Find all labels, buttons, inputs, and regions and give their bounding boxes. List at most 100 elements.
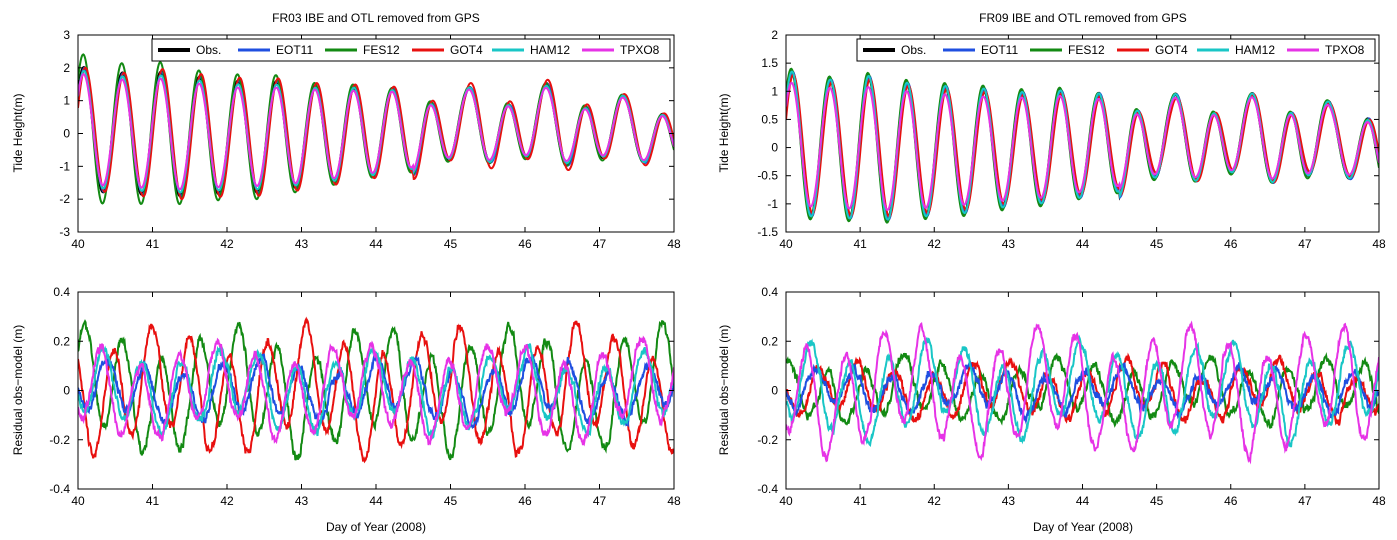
- x-tick-label: 45: [1150, 494, 1164, 508]
- y-tick-label: 0: [63, 384, 70, 398]
- series-line-fes12: [786, 67, 1379, 224]
- legend-label: EOT11: [276, 43, 313, 57]
- legend-label: GOT4: [450, 43, 483, 57]
- series-group: [78, 316, 674, 464]
- y-tick-label: 3: [63, 28, 70, 42]
- x-tick-label: 47: [1298, 494, 1312, 508]
- y-tick-label: 0: [771, 384, 778, 398]
- series-line-5: [786, 320, 1379, 465]
- series-line-fes12: [78, 53, 674, 206]
- x-tick-label: 44: [369, 494, 383, 508]
- x-tick-label: 47: [1298, 237, 1312, 251]
- y-tick-label: -3: [59, 225, 70, 239]
- legend-box: [856, 38, 1376, 62]
- y-tick-label: 0: [771, 141, 778, 155]
- chart-title: FR03 IBE and OTL removed from GPS: [272, 11, 480, 25]
- x-tick-label: 48: [667, 494, 681, 508]
- legend-label: Obs.: [901, 43, 926, 57]
- x-tick-label: 43: [1002, 237, 1016, 251]
- y-tick-label: 1: [771, 84, 778, 98]
- plot-frame: [785, 34, 1380, 233]
- y-tick-label: -1: [59, 159, 70, 173]
- x-tick-label: 47: [593, 237, 607, 251]
- x-tick-label: 44: [1076, 494, 1090, 508]
- chart-title: FR09 IBE and OTL removed from GPS: [979, 11, 1187, 25]
- legend-label: EOT11: [981, 43, 1018, 57]
- plot-frame: [77, 34, 675, 233]
- x-tick-label: 46: [1224, 494, 1238, 508]
- series-line-5: [78, 335, 674, 447]
- y-tick-label: 1.5: [761, 56, 778, 70]
- y-tick-label: 2: [63, 61, 70, 75]
- x-tick-label: 44: [1076, 237, 1090, 251]
- x-tick-label: 44: [369, 237, 383, 251]
- x-tick-label: 46: [1224, 237, 1238, 251]
- y-tick-label: 0.4: [53, 285, 70, 299]
- panel-fr03-tide: FR03 IBE and OTL removed from GPS Tide H…: [11, 11, 681, 251]
- series-line-2: [78, 316, 674, 464]
- x-tick-label: 41: [146, 494, 160, 508]
- x-tick-label: 41: [146, 237, 160, 251]
- legend-box: [151, 38, 671, 62]
- y-tick-label: -2: [59, 192, 70, 206]
- x-tick-label: 40: [71, 494, 85, 508]
- x-tick-label: 46: [518, 494, 532, 508]
- x-tick-label: 48: [667, 237, 681, 251]
- x-axis-label: Day of Year (2008): [326, 520, 426, 534]
- y-tick-label: 0.4: [761, 285, 778, 299]
- x-tick-label: 48: [1372, 494, 1386, 508]
- x-tick-label: 42: [220, 237, 234, 251]
- legend-label: GOT4: [1155, 43, 1188, 57]
- y-axis-label: Tide Height(m): [717, 94, 731, 173]
- y-tick-label: -0.2: [757, 433, 778, 447]
- x-tick-label: 48: [1372, 237, 1386, 251]
- x-tick-label: 43: [295, 237, 309, 251]
- x-tick-label: 41: [853, 494, 867, 508]
- legend-label: HAM12: [530, 43, 570, 57]
- y-tick-label: -1: [767, 197, 778, 211]
- legend-label: TPXO8: [1325, 43, 1365, 57]
- x-tick-label: 40: [779, 494, 793, 508]
- x-tick-label: 42: [928, 494, 942, 508]
- panel-fr03-residual: Day of Year (2008) Residual obs−model (m…: [11, 285, 681, 534]
- series-line-tpxo8: [786, 81, 1379, 212]
- legend-label: FES12: [363, 43, 400, 57]
- y-tick-label: -0.5: [757, 169, 778, 183]
- y-tick-label: 0.2: [53, 334, 70, 348]
- y-axis-label: Residual obs−model (m): [717, 325, 731, 455]
- y-tick-label: -0.4: [757, 482, 778, 496]
- x-tick-label: 47: [593, 494, 607, 508]
- legend-label: FES12: [1068, 43, 1105, 57]
- x-tick-label: 43: [295, 494, 309, 508]
- legend-label: TPXO8: [620, 43, 660, 57]
- x-axis-label: Day of Year (2008): [1033, 520, 1133, 534]
- series-line-4: [786, 334, 1379, 448]
- y-tick-label: 0: [63, 127, 70, 141]
- panel-fr09-tide: FR09 IBE and OTL removed from GPS Tide H…: [717, 11, 1386, 251]
- legend-label: Obs.: [196, 43, 221, 57]
- x-tick-label: 42: [928, 237, 942, 251]
- series-line-4: [78, 343, 674, 440]
- y-tick-label: -0.4: [49, 482, 70, 496]
- series-group: [786, 67, 1379, 224]
- y-tick-label: 0.2: [761, 334, 778, 348]
- series-group: [786, 320, 1379, 465]
- x-tick-label: 46: [518, 237, 532, 251]
- x-tick-label: 45: [444, 237, 458, 251]
- series-line-got4: [78, 66, 674, 201]
- y-tick-label: 2: [771, 28, 778, 42]
- x-tick-label: 41: [853, 237, 867, 251]
- series-line-tpxo8: [78, 73, 674, 191]
- y-axis-label: Tide Height(m): [11, 94, 25, 173]
- legend-label: HAM12: [1235, 43, 1275, 57]
- y-tick-label: 1: [63, 94, 70, 108]
- series-line-3: [78, 352, 674, 430]
- y-tick-label: -0.2: [49, 433, 70, 447]
- x-tick-label: 42: [220, 494, 234, 508]
- x-tick-label: 43: [1002, 494, 1016, 508]
- y-tick-label: -1.5: [757, 225, 778, 239]
- series-group: [78, 53, 674, 206]
- y-tick-label: 0.5: [761, 112, 778, 126]
